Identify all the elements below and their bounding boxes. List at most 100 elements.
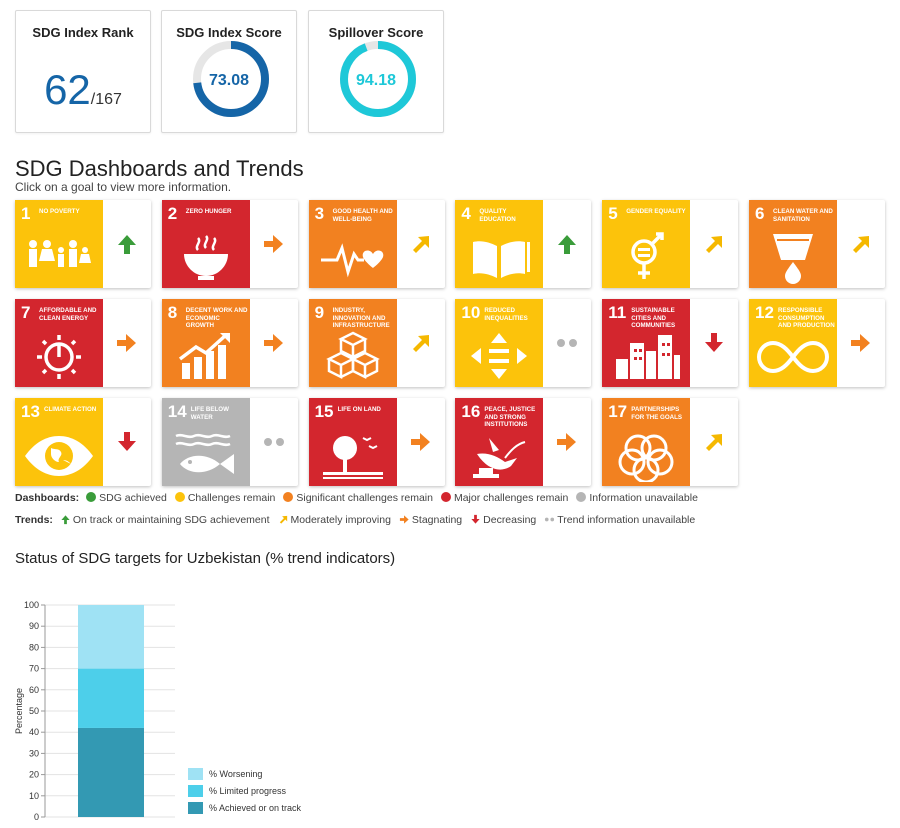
goal-4-card[interactable]: 4 Quality Education bbox=[455, 200, 592, 288]
goal-2-card[interactable]: 2 Zero Hunger bbox=[161, 200, 298, 288]
y-tick-label: 100 bbox=[24, 600, 39, 610]
goal-6-card[interactable]: 6 Clean Water and Sanitation bbox=[749, 200, 885, 288]
chart-title: Status of SDG targets for Uzbekistan (% … bbox=[15, 550, 396, 567]
index-score-ring bbox=[193, 41, 269, 117]
section-title: SDG Dashboards and Trends bbox=[15, 156, 304, 181]
infinity-icon bbox=[757, 340, 829, 374]
goal-tile: 2 Zero Hunger bbox=[161, 200, 250, 288]
goal-number: 4 bbox=[461, 204, 471, 223]
dots-icon bbox=[263, 438, 284, 446]
goal-5-card[interactable]: 5 Gender Equality bbox=[602, 200, 739, 288]
goal-trend bbox=[397, 200, 445, 288]
sdg-index-score-card: SDG Index Score 73.08 bbox=[161, 10, 297, 133]
goal-name: Decent Work and Economic Growth bbox=[185, 307, 248, 329]
rank-number: 62 bbox=[44, 66, 91, 113]
color-dot-icon bbox=[174, 492, 185, 502]
goal-14-card[interactable]: 14 Life Below Water bbox=[161, 398, 298, 486]
color-dot-icon bbox=[576, 492, 587, 502]
goal-15-card[interactable]: 15 Life on Land bbox=[308, 398, 445, 486]
goal-tile: 11 Sustainable Cities and Communities bbox=[602, 299, 691, 387]
y-tick-label: 10 bbox=[29, 791, 39, 801]
goal-trend bbox=[397, 398, 445, 486]
card-title: SDG Index Score bbox=[176, 25, 282, 40]
diagonal-arrow-icon bbox=[706, 434, 723, 451]
dashboard-legend-item: Significant challenges remain bbox=[283, 492, 433, 504]
trends-legend: Trends: On track or maintaining SDG achi… bbox=[15, 514, 703, 526]
dots-icon bbox=[557, 339, 578, 347]
legend-label: Major challenges remain bbox=[453, 492, 569, 504]
goal-11-card[interactable]: 11 Sustainable Cities and Communities bbox=[602, 299, 739, 387]
trend-legend-item: Trend information unavailable bbox=[544, 514, 695, 526]
color-dot-icon bbox=[283, 492, 294, 502]
y-axis-label: Percentage bbox=[14, 688, 24, 734]
goal-12-card[interactable]: 12 Responsible Consumption and Production bbox=[749, 299, 885, 387]
dashboard-legend-item: SDG achieved bbox=[86, 492, 167, 504]
goal-number: 15 bbox=[314, 402, 334, 421]
goal-number: 14 bbox=[167, 402, 187, 421]
legend-label: Trend information unavailable bbox=[557, 514, 696, 526]
goal-name: Gender Equality bbox=[626, 208, 686, 215]
sdg-targets-chart: 0 10 20 30 40 50 60 70 80 90 100 Percentage % Worsen… bbox=[14, 600, 302, 822]
goal-number: 1 bbox=[21, 204, 31, 223]
goal-name: Life on Land bbox=[337, 406, 381, 413]
right-arrow-icon bbox=[263, 334, 283, 352]
up-arrow-icon bbox=[61, 515, 70, 525]
goal-9-card[interactable]: 9 Industry, Innovation and Infrastructure bbox=[308, 299, 445, 387]
diagonal-arrow-icon bbox=[412, 236, 429, 253]
eye-globe-icon bbox=[25, 436, 93, 476]
goal-7-card[interactable]: 7 Affordable and Clean Energy bbox=[15, 299, 151, 387]
goal-name: Reduced Inequalities bbox=[484, 307, 528, 322]
goal-trend bbox=[690, 299, 738, 387]
goal-trend bbox=[250, 398, 298, 486]
goal-trend bbox=[103, 200, 151, 288]
water-drop-icon bbox=[773, 234, 813, 284]
dove-icon bbox=[473, 438, 526, 478]
goal-8-card[interactable]: 8 Decent Work and Economic Growth bbox=[161, 299, 298, 387]
fish-icon bbox=[175, 433, 234, 474]
legend-label: On track or maintaining SDG achievement bbox=[72, 514, 270, 526]
legend-label: Challenges remain bbox=[187, 492, 276, 504]
goal-name: Life Below Water bbox=[190, 406, 229, 421]
dashboard-legend-item: Challenges remain bbox=[174, 492, 276, 504]
goal-trend bbox=[690, 398, 738, 486]
goal-13-card[interactable]: 13 Climate Action bbox=[15, 398, 151, 486]
goal-10-card[interactable]: 10 Reduced Inequalities bbox=[455, 299, 592, 387]
goal-17-card[interactable]: 17 Partnerships for the Goals bbox=[602, 398, 739, 486]
goal-number: 12 bbox=[755, 303, 774, 322]
right-arrow-icon bbox=[410, 433, 430, 451]
goal-name: Peace, Justice and Strong Institutions bbox=[484, 406, 536, 428]
goal-number: 16 bbox=[461, 402, 481, 421]
right-arrow-icon bbox=[117, 334, 136, 352]
trend-legend-item: Decreasing bbox=[470, 514, 536, 526]
goal-16-card[interactable]: 16 Peace, Justice and Strong Institutions bbox=[455, 398, 592, 486]
dots-icon bbox=[545, 517, 555, 522]
index-score-value: 73.08 bbox=[208, 72, 250, 89]
dashboards-legend-label: Dashboards: bbox=[15, 492, 80, 504]
dashboard-legend-item: Information unavailable bbox=[576, 492, 698, 504]
goal-number: 11 bbox=[608, 303, 627, 322]
goal-name: Climate Action bbox=[44, 406, 97, 413]
goal-number: 10 bbox=[461, 303, 481, 322]
goal-tile: 15 Life on Land bbox=[308, 398, 397, 486]
goal-3-card[interactable]: 3 Good Health and Well-Being bbox=[308, 200, 445, 288]
goal-number: 7 bbox=[21, 303, 31, 322]
y-tick-label: 50 bbox=[29, 706, 39, 716]
goal-tile: 8 Decent Work and Economic Growth bbox=[161, 299, 250, 387]
cubes-icon bbox=[325, 331, 380, 380]
dashboard-legend-item: Major challenges remain bbox=[440, 492, 569, 504]
goal-1-card[interactable]: 1 No Poverty bbox=[15, 200, 151, 288]
goal-number: 8 bbox=[167, 303, 178, 322]
goal-tile: 12 Responsible Consumption and Production bbox=[749, 299, 837, 387]
down-arrow-icon bbox=[705, 333, 724, 352]
y-tick-label: 30 bbox=[29, 748, 39, 758]
goal-tile: 16 Peace, Justice and Strong Institutions bbox=[455, 398, 544, 486]
legend-label: % Worsening bbox=[209, 769, 262, 779]
y-tick-label: 70 bbox=[29, 664, 39, 674]
y-tick-label: 0 bbox=[34, 812, 39, 822]
section-subtitle: Click on a goal to view more information… bbox=[15, 180, 232, 194]
goal-trend bbox=[250, 299, 298, 387]
goal-number: 9 bbox=[314, 303, 325, 322]
rank-total: /167 bbox=[90, 91, 122, 108]
trend-legend-item: On track or maintaining SDG achievement bbox=[60, 514, 270, 526]
legend-label: % Limited progress bbox=[209, 786, 287, 796]
